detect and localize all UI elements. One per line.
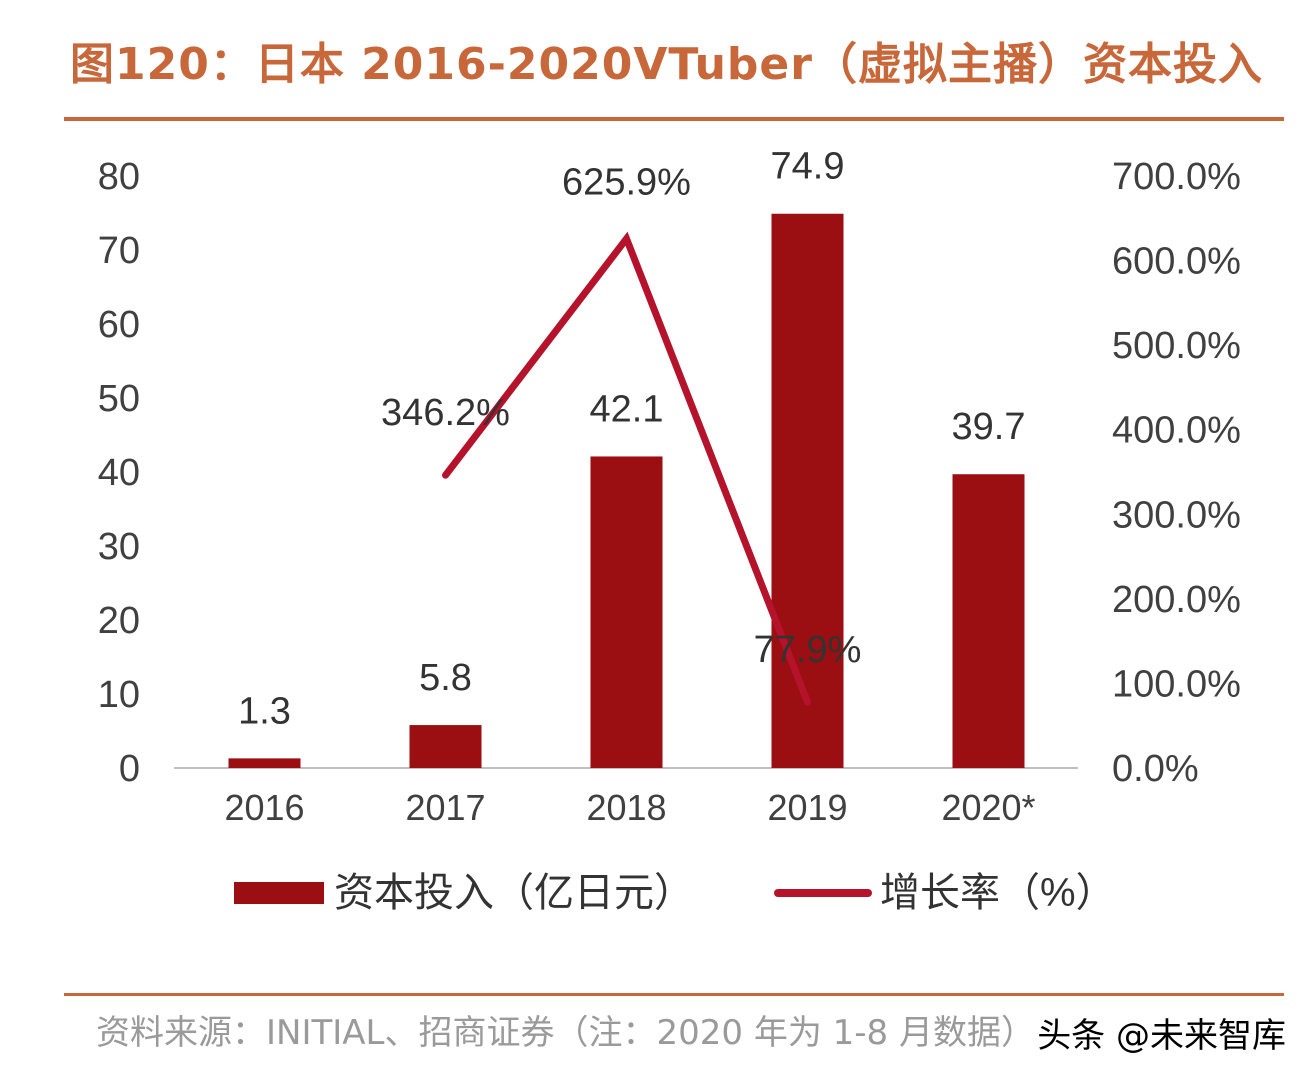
- growth-line: [442, 231, 811, 706]
- bar: [771, 213, 844, 769]
- right-tick-label: 700.0%: [1112, 156, 1241, 198]
- left-tick-label: 80: [98, 156, 140, 198]
- left-tick-label: 0: [119, 748, 140, 790]
- legend-line-label: 增长率（%）: [880, 871, 1116, 915]
- bar: [228, 758, 301, 768]
- line-series: [442, 231, 811, 706]
- right-tick-label: 400.0%: [1112, 410, 1241, 452]
- legend-bar-label: 资本投入（亿日元）: [334, 871, 694, 915]
- legend: 资本投入（亿日元） 增长率（%）: [234, 871, 1116, 915]
- right-tick-label: 500.0%: [1112, 325, 1241, 367]
- legend-bar-swatch: [234, 882, 324, 904]
- x-tick-label: 2020*: [941, 787, 1035, 828]
- x-tick-label: 2018: [586, 787, 666, 828]
- bar-value-label: 42.1: [590, 388, 664, 430]
- chart-title: 图120：日本 2016-2020VTuber（虚拟主播）资本投入: [70, 39, 1263, 90]
- x-tick-label: 2017: [405, 787, 485, 828]
- watermark: 头条 @未来智库: [1037, 1016, 1286, 1056]
- bar-value-label: 1.3: [238, 690, 291, 732]
- x-axis-labels: 2016 2017 2018 2019 2020*: [224, 787, 1035, 828]
- left-axis: 0 10 20 30 40 50 60 70 80: [98, 156, 140, 790]
- left-tick-label: 40: [98, 452, 140, 494]
- x-tick-label: 2016: [224, 787, 304, 828]
- x-tick-label: 2019: [767, 787, 847, 828]
- line-data-labels: 346.2% 625.9% 77.9%: [381, 162, 861, 671]
- left-tick-label: 10: [98, 674, 140, 716]
- right-tick-label: 200.0%: [1112, 579, 1241, 621]
- left-tick-label: 30: [98, 526, 140, 568]
- bar: [952, 474, 1025, 768]
- left-tick-label: 60: [98, 304, 140, 346]
- bar-value-label: 74.9: [771, 146, 845, 188]
- bar-value-label: 5.8: [419, 657, 472, 699]
- line-value-label: 346.2%: [381, 392, 510, 434]
- bar-data-labels: 1.3 5.8 42.1 74.9 39.7: [238, 146, 1025, 733]
- right-tick-label: 0.0%: [1112, 748, 1199, 790]
- line-value-label: 77.9%: [754, 629, 862, 671]
- right-tick-label: 300.0%: [1112, 494, 1241, 536]
- bar-value-label: 39.7: [952, 406, 1026, 448]
- bar: [409, 725, 482, 768]
- right-tick-label: 100.0%: [1112, 663, 1241, 705]
- left-tick-label: 20: [98, 600, 140, 642]
- source-divider: [64, 993, 1284, 996]
- left-tick-label: 50: [98, 378, 140, 420]
- left-tick-label: 70: [98, 230, 140, 272]
- bar: [590, 456, 663, 768]
- source-note: 资料来源：INITIAL、招商证券（注：2020 年为 1-8 月数据）: [96, 1013, 1035, 1053]
- line-value-label: 625.9%: [562, 162, 691, 204]
- right-axis: 0.0% 100.0% 200.0% 300.0% 400.0% 500.0% 600.0%…: [1112, 156, 1241, 790]
- bar-series: [228, 213, 1025, 769]
- right-tick-label: 600.0%: [1112, 241, 1241, 283]
- combo-chart: 0 10 20 30 40 50 60 70 80 0.0% 100.0% 200.0% 300.0%…: [98, 146, 1241, 915]
- title-divider: [64, 117, 1284, 121]
